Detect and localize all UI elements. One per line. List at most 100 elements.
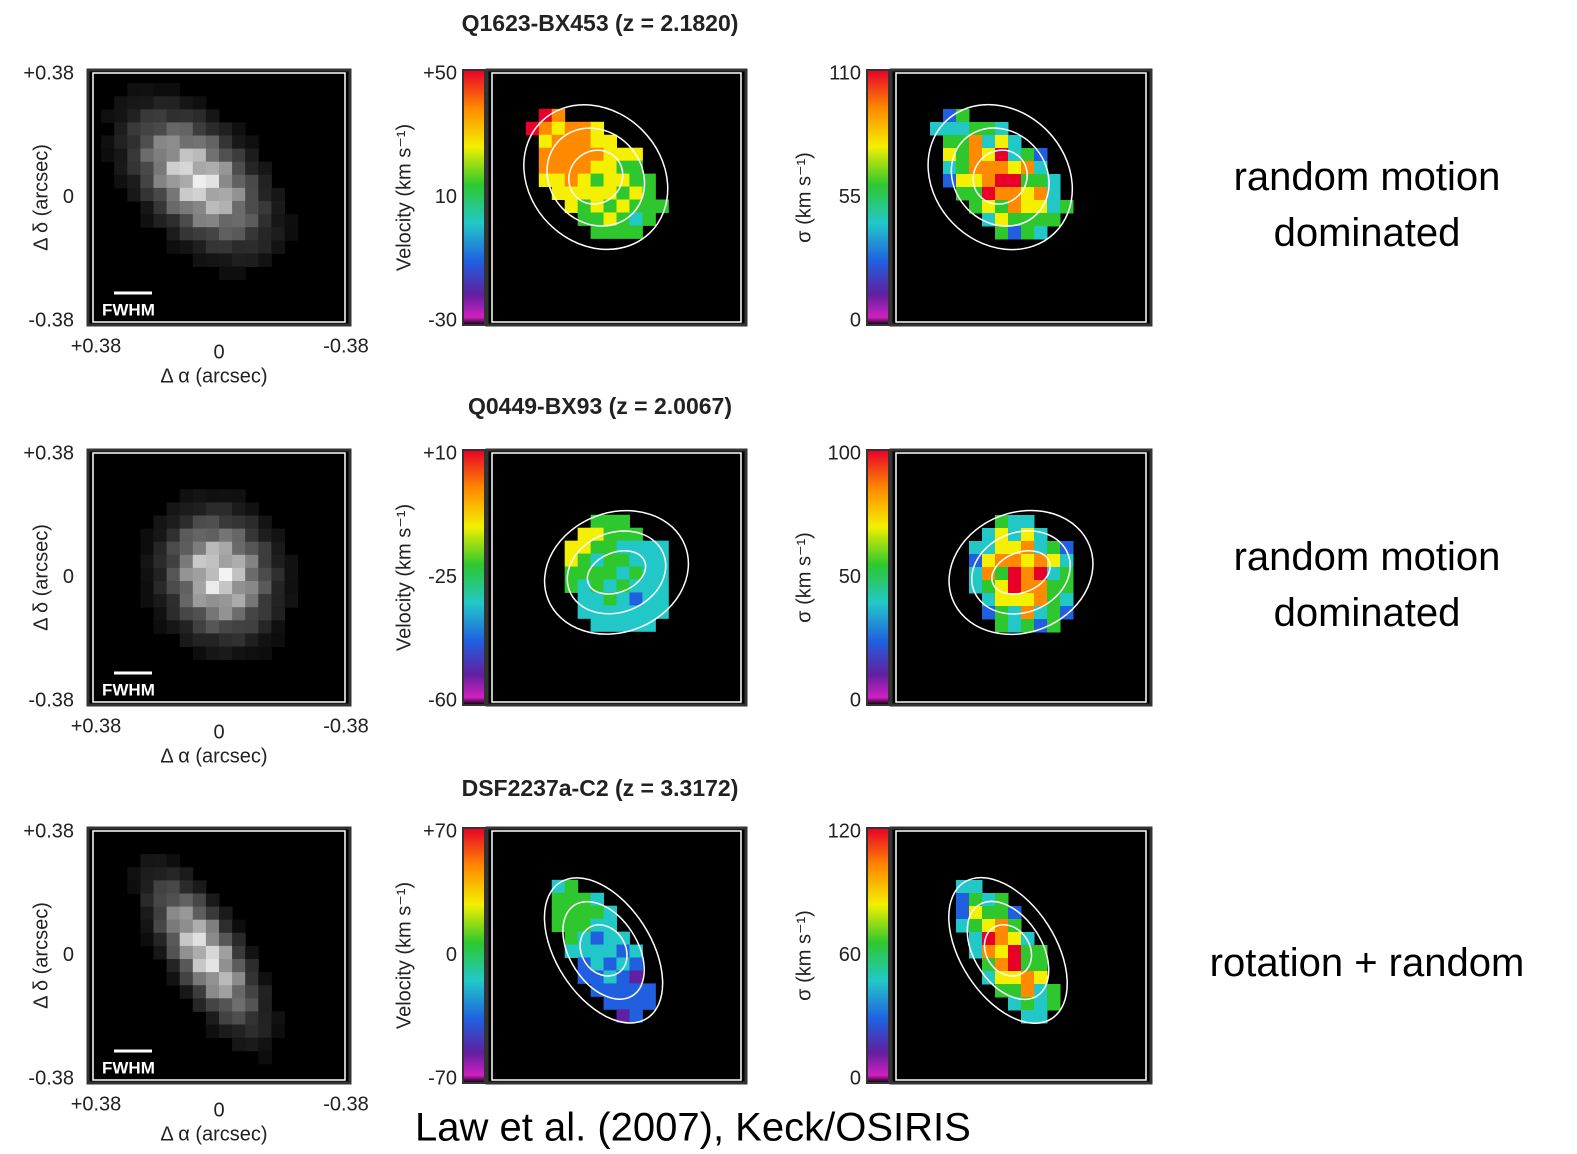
pixel	[166, 880, 181, 894]
pixel	[245, 1024, 259, 1039]
pixel	[969, 200, 983, 214]
x-tick-label: -0.38	[323, 335, 369, 357]
pixel	[192, 96, 207, 110]
pixel	[179, 880, 194, 894]
pixel	[192, 227, 207, 241]
y-tick-label: +0.38	[23, 62, 74, 84]
pixel	[219, 502, 233, 516]
pixel	[995, 919, 1009, 933]
pixel	[205, 502, 220, 516]
pixel	[192, 919, 207, 934]
x-tick-label: +0.38	[71, 715, 122, 737]
pixel	[655, 566, 669, 580]
pixel	[140, 528, 154, 543]
pixel	[590, 944, 605, 958]
pixel	[205, 959, 220, 973]
pixel	[140, 880, 154, 894]
pixel	[232, 998, 246, 1012]
annotation: dominated	[1274, 591, 1461, 635]
pixel	[179, 594, 194, 608]
pixel	[538, 121, 553, 136]
pixel	[232, 528, 246, 543]
pixel	[1021, 971, 1035, 985]
colorbar-tick-label: -30	[428, 309, 457, 331]
pixel	[192, 620, 207, 634]
pixel	[551, 147, 566, 162]
pixel	[616, 970, 630, 984]
pixel	[969, 174, 983, 188]
pixel	[205, 607, 220, 621]
pixel	[153, 867, 168, 881]
pixel	[982, 187, 996, 201]
pixel	[205, 1011, 220, 1025]
inner-frame	[491, 830, 742, 1081]
pixel	[232, 919, 246, 934]
pixel	[616, 212, 630, 226]
pixel	[982, 593, 996, 607]
pixel	[995, 174, 1009, 188]
pixel	[1021, 148, 1035, 162]
y-tick-label: -0.38	[28, 309, 74, 331]
pixel	[205, 187, 220, 202]
pixel	[1060, 554, 1074, 568]
pixel	[232, 554, 246, 569]
pixel	[590, 225, 605, 239]
pixel	[590, 199, 605, 213]
pixel	[219, 187, 233, 202]
pixel	[1008, 200, 1022, 214]
pixel	[166, 554, 181, 569]
pixel	[258, 515, 272, 530]
y-axis-label: Δ δ (arcsec)	[30, 144, 52, 251]
colorbar-tick-label: -25	[428, 566, 457, 588]
pixel	[1034, 971, 1048, 985]
pixel	[642, 579, 656, 593]
y-tick-label: +0.38	[23, 820, 74, 842]
pixel	[930, 122, 944, 136]
colorbar-label: Velocity (km s⁻¹)	[393, 124, 415, 271]
colorbar-label: σ (km s⁻¹)	[793, 152, 815, 243]
pixel	[603, 996, 617, 1010]
pixel	[153, 201, 168, 215]
pixel	[179, 554, 194, 569]
pixel	[1060, 200, 1074, 214]
pixel	[943, 109, 957, 123]
pixel	[538, 173, 553, 188]
pixel	[192, 187, 207, 202]
pixel	[995, 932, 1009, 946]
pixel	[114, 148, 128, 163]
pixel	[577, 212, 592, 226]
pixel	[179, 489, 194, 503]
inner-frame	[491, 72, 742, 323]
pixel	[205, 227, 220, 241]
pixel	[245, 528, 259, 543]
pixel	[982, 919, 996, 933]
pixel	[969, 541, 983, 555]
pixel	[192, 515, 207, 530]
pixel	[232, 1037, 246, 1052]
pixel	[232, 646, 246, 661]
contour	[562, 900, 645, 1000]
pixel	[153, 161, 168, 176]
pixel	[245, 998, 259, 1012]
pixel	[166, 893, 181, 908]
pixel	[179, 985, 194, 999]
pixel	[258, 985, 272, 999]
pixel	[577, 592, 592, 606]
pixel	[127, 174, 141, 189]
pixel	[1047, 606, 1061, 620]
pixel	[127, 96, 141, 110]
pixel	[166, 594, 181, 608]
pixel	[140, 867, 154, 881]
pixel	[179, 515, 194, 530]
pixel	[166, 187, 181, 202]
pixel	[629, 996, 643, 1010]
pixel	[205, 919, 220, 934]
pixel	[1021, 619, 1035, 633]
colorbar-tick-label: 50	[839, 566, 861, 588]
pixel	[1008, 619, 1022, 633]
contour	[543, 877, 664, 1024]
pixel	[219, 554, 233, 569]
pixel	[219, 1011, 233, 1025]
pixel	[1021, 174, 1035, 188]
pixel	[258, 528, 272, 543]
